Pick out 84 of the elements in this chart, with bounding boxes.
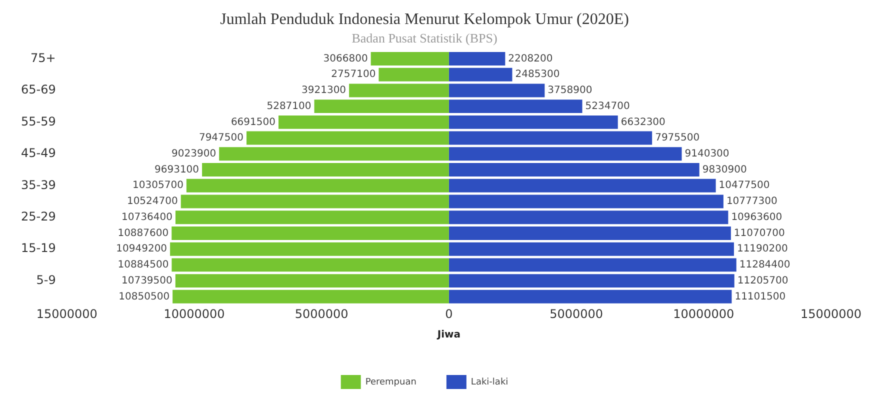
data-label: 11070700 xyxy=(734,228,785,239)
bar xyxy=(378,68,449,82)
data-label: 9830900 xyxy=(702,164,747,176)
data-label: 9693100 xyxy=(154,164,200,176)
data-label: 3066800 xyxy=(323,53,368,64)
bar xyxy=(349,84,449,98)
bar xyxy=(448,52,506,66)
y-tick-label: 45-49 xyxy=(20,146,56,160)
data-label: 10777300 xyxy=(726,196,778,208)
x-tick-label: 15000000 xyxy=(36,306,98,321)
data-label: 3758900 xyxy=(548,85,592,96)
x-tick-label: 5000000 xyxy=(550,306,604,321)
data-label: 10477500 xyxy=(718,180,770,192)
data-label: 10850500 xyxy=(118,291,170,302)
data-label: 10884500 xyxy=(118,260,169,271)
chart-title: Jumlah Penduduk Indonesia Menurut Kelompok Umur (2020E) xyxy=(220,10,629,28)
bar xyxy=(448,100,582,114)
bar xyxy=(370,52,449,66)
data-label: 5234700 xyxy=(585,100,630,112)
bar xyxy=(448,242,734,256)
x-axis-title: Jiwa xyxy=(436,330,461,341)
bar xyxy=(448,131,652,145)
data-label: 7947500 xyxy=(198,132,244,144)
legend-label: Perempuan xyxy=(365,377,416,388)
data-label: 9023900 xyxy=(172,148,216,160)
data-label: 6632300 xyxy=(620,116,666,128)
bar xyxy=(172,226,449,240)
y-tick-label: 75+ xyxy=(30,50,56,65)
chart-subtitle: Badan Pusat Statistik (BPS) xyxy=(352,30,498,46)
bar xyxy=(175,210,449,224)
bar xyxy=(448,194,724,208)
bar xyxy=(278,115,449,129)
y-tick-label: 25-29 xyxy=(20,209,56,224)
y-tick-label: 15-19 xyxy=(20,241,56,256)
data-label: 9140300 xyxy=(684,148,730,160)
bar xyxy=(448,147,682,161)
y-tick-label: 5-9 xyxy=(36,272,56,287)
x-tick-label: 10000000 xyxy=(164,306,225,321)
data-label: 11101500 xyxy=(734,291,786,302)
y-tick-label: 55-59 xyxy=(20,114,56,128)
data-label: 10524700 xyxy=(126,196,178,208)
data-label: 2757100 xyxy=(331,69,376,80)
bar xyxy=(172,258,449,272)
legend-label: Laki-laki xyxy=(470,377,508,388)
y-tick-label: 65-69 xyxy=(20,82,56,97)
data-label: 5287100 xyxy=(266,100,312,112)
x-tick-label: 5000000 xyxy=(294,306,348,321)
data-label: 6691500 xyxy=(230,116,276,128)
data-label: 11205700 xyxy=(737,275,788,286)
bar xyxy=(314,100,449,114)
data-label: 7975500 xyxy=(655,132,700,144)
data-label: 10305700 xyxy=(132,180,184,192)
bar xyxy=(448,274,734,288)
data-label: 3921300 xyxy=(302,85,346,96)
data-label: 11190200 xyxy=(736,244,788,255)
bar xyxy=(448,226,731,240)
bar xyxy=(448,210,728,224)
bar xyxy=(448,84,545,98)
bar xyxy=(180,194,449,208)
bar xyxy=(448,178,716,192)
data-label: 10887600 xyxy=(118,228,169,239)
data-label: 2208200 xyxy=(508,53,553,64)
data-label: 2485300 xyxy=(515,69,560,80)
y-tick-label: 35-39 xyxy=(20,178,56,192)
bar xyxy=(448,258,736,272)
data-label: 11284400 xyxy=(739,260,790,271)
bar xyxy=(448,163,700,177)
bar xyxy=(172,290,449,304)
bar xyxy=(170,242,449,256)
x-tick-label: 15000000 xyxy=(800,306,862,321)
bar xyxy=(175,274,449,288)
data-label: 10739500 xyxy=(121,275,172,286)
data-label: 10736400 xyxy=(122,212,172,223)
data-label: 10949200 xyxy=(116,244,168,255)
bar xyxy=(219,147,449,161)
data-label: 10963600 xyxy=(731,212,782,223)
bar xyxy=(246,131,449,145)
bar xyxy=(186,178,449,192)
bar xyxy=(448,115,618,129)
x-tick-label: 0 xyxy=(445,306,453,321)
bar xyxy=(448,68,512,82)
bar xyxy=(202,163,449,177)
bar xyxy=(448,290,732,304)
x-tick-label: 10000000 xyxy=(673,306,734,321)
